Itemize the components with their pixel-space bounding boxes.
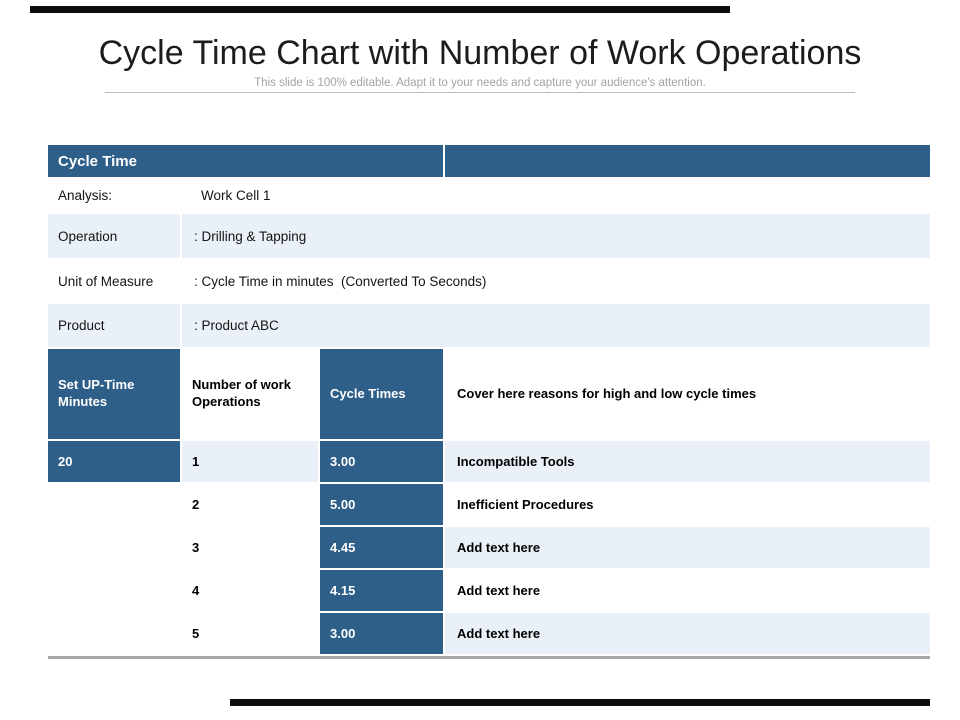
cell-cycle-time: 4.45 [320,527,443,568]
cell-operations: 1 [182,441,318,482]
info-label: Operation [48,214,180,258]
cell-setup-time [48,570,180,611]
table-row: 3 4.45 Add text here [48,527,930,568]
column-header-cycle-times: Cycle Times [320,349,443,439]
cell-cycle-time: 3.00 [320,613,443,654]
info-label: Product [48,304,180,347]
slide-title: Cycle Time Chart with Number of Work Ope… [98,34,862,72]
title-divider [105,92,855,93]
info-value: : Product ABC [182,304,930,347]
top-accent-bar [30,6,730,13]
cell-reason: Inefficient Procedures [445,484,930,525]
info-value: : Cycle Time in minutes (Converted To Se… [182,260,930,302]
cell-reason: Add text here [445,570,930,611]
table-title-row: Cycle Time [48,145,930,177]
cell-setup-time [48,484,180,525]
column-header-operations: Number of work Operations [182,349,318,439]
cell-setup-time: 20 [48,441,180,482]
column-header-row: Set UP-Time Minutes Number of work Opera… [48,349,930,439]
info-row: Unit of Measure : Cycle Time in minutes … [48,260,930,302]
info-label: Unit of Measure [48,260,180,302]
table-row: 5 3.00 Add text here [48,613,930,654]
column-header-reasons: Cover here reasons for high and low cycl… [445,349,930,439]
cell-operations: 4 [182,570,318,611]
info-row: Product : Product ABC [48,304,930,347]
cell-operations: 5 [182,613,318,654]
info-row: Operation : Drilling & Tapping [48,214,930,258]
info-rows: Analysis: Work Cell 1 Operation : Drilli… [48,179,930,347]
info-row: Analysis: Work Cell 1 [48,179,930,212]
column-header-setup-time: Set UP-Time Minutes [48,349,180,439]
cell-reason: Add text here [445,527,930,568]
info-label: Analysis: [48,179,180,212]
cell-reason: Add text here [445,613,930,654]
cell-operations: 2 [182,484,318,525]
cell-operations: 3 [182,527,318,568]
cell-setup-time [48,527,180,568]
info-value: : Drilling & Tapping [182,214,930,258]
table-row: 2 5.00 Inefficient Procedures [48,484,930,525]
table-title-spacer [445,145,930,177]
cell-cycle-time: 3.00 [320,441,443,482]
cell-setup-time [48,613,180,654]
cell-cycle-time: 5.00 [320,484,443,525]
cell-reason: Incompatible Tools [445,441,930,482]
bottom-accent-bar [230,699,930,706]
table-row: 4 4.15 Add text here [48,570,930,611]
table-row: 20 1 3.00 Incompatible Tools [48,441,930,482]
cycle-time-table: Cycle Time Analysis: Work Cell 1 Operati… [48,145,930,659]
info-value: Work Cell 1 [182,179,930,212]
cell-cycle-time: 4.15 [320,570,443,611]
table-bottom-border [48,656,930,659]
table-title-cell: Cycle Time [48,145,443,177]
data-rows: 20 1 3.00 Incompatible Tools 2 5.00 Inef… [48,441,930,654]
slide-subtitle: This slide is 100% editable. Adapt it to… [254,77,706,89]
